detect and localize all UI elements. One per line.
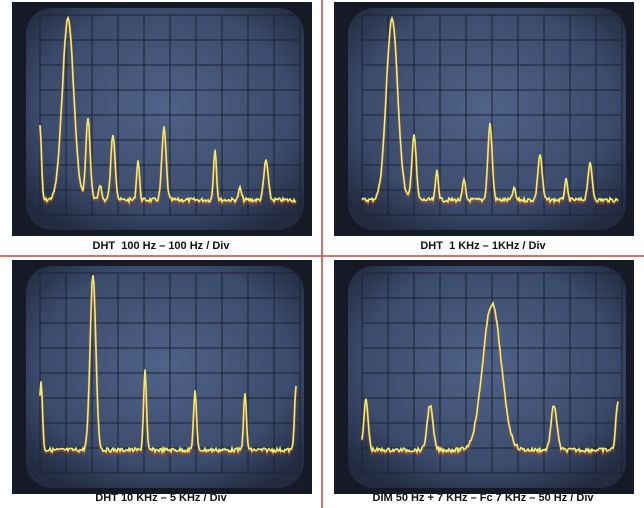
caption: DHT 100 Hz – 100 Hz / Div (93, 240, 231, 252)
trace (361, 15, 619, 205)
trace (39, 15, 297, 205)
crt-screen (26, 8, 304, 230)
panel: DHT 10 KHz – 5 KHz / Div (12, 260, 312, 504)
caption: DHT 10 KHz – 5 KHz / Div (95, 492, 227, 504)
panel: DHT 1 KHz – 1KHz / Div (334, 2, 634, 252)
caption: DHT 1 KHz – 1KHz / Div (420, 240, 546, 252)
crt-screen (348, 266, 626, 488)
panel: DHT 100 Hz – 100 Hz / Div (12, 2, 312, 252)
trace (39, 275, 297, 455)
caption: DIM 50 Hz + 7 KHz – Fc 7 KHz – 50 Hz / D… (373, 492, 595, 504)
panel: DIM 50 Hz + 7 KHz – Fc 7 KHz – 50 Hz / D… (334, 260, 634, 504)
panels: DHT 100 Hz – 100 Hz / Div DHT 1 KHz – 1KH… (12, 2, 634, 504)
trace (361, 300, 619, 455)
